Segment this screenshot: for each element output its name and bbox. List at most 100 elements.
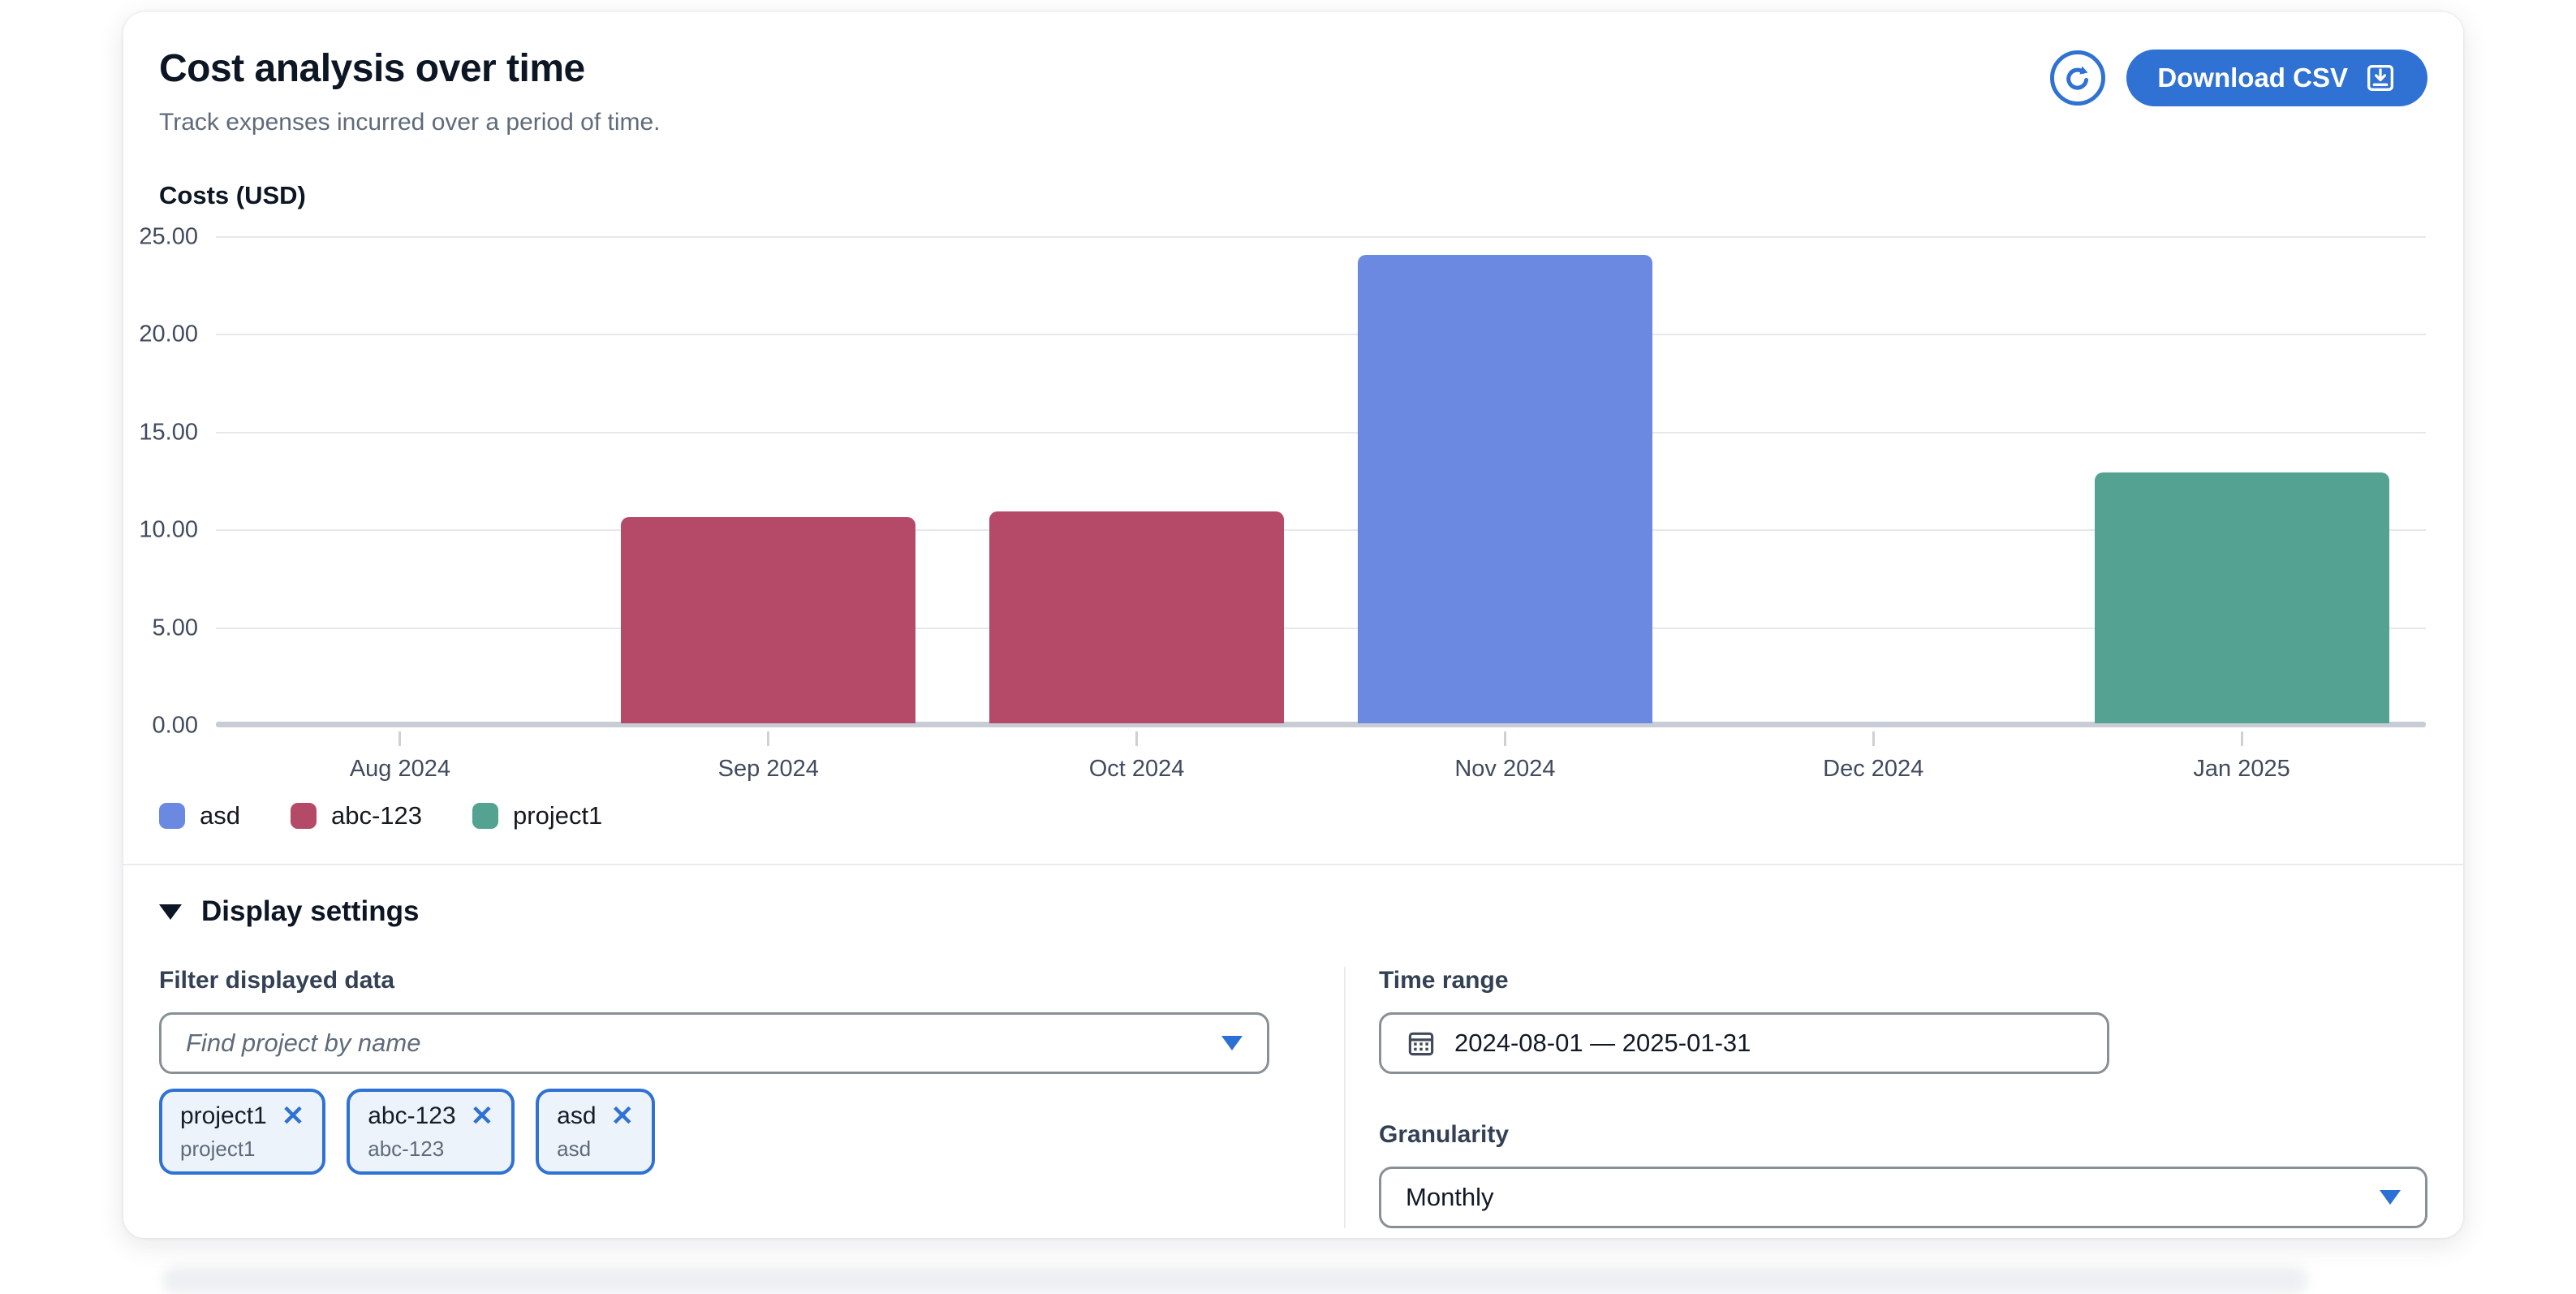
- filter-token-abc-123: abc-123 ✕ abc-123: [347, 1089, 515, 1175]
- header-actions: Download CSV: [2050, 50, 2427, 106]
- x-axis-tick-mark: [1135, 731, 1139, 746]
- x-axis-cell: Sep 2024: [584, 726, 953, 783]
- x-axis: Aug 2024 Sep 2024 Oct 2024 Nov 2024 Dec 2024…: [216, 726, 2426, 783]
- filter-token-dismiss-icon[interactable]: ✕: [470, 1101, 494, 1132]
- gridline: [216, 529, 2426, 532]
- granularity-value: Monthly: [1406, 1183, 1494, 1211]
- time-range-input[interactable]: 2024-08-01 — 2025-01-31: [1379, 1012, 2109, 1074]
- x-axis-tick-label: Sep 2024: [717, 756, 819, 782]
- legend-item-abc-123[interactable]: abc-123: [290, 801, 423, 830]
- filter-token-group: project1 ✕ project1 abc-123 ✕ abc-123 asd ✕ asd: [159, 1089, 1269, 1175]
- bar-asd-nov-2024[interactable]: [1357, 254, 1652, 723]
- filter-token-header: project1 ✕: [180, 1102, 304, 1130]
- filter-column: Filter displayed data Find project by na…: [159, 967, 1269, 1228]
- filter-token-sublabel: asd: [557, 1137, 592, 1161]
- gridline: [216, 236, 2426, 238]
- x-axis-tick-label: Dec 2024: [1823, 756, 1924, 782]
- x-axis-cell: Nov 2024: [1320, 726, 1689, 783]
- bar-abc-123-sep-2024[interactable]: [621, 517, 916, 723]
- calendar-icon: [1408, 1032, 1434, 1056]
- x-axis-tick-label: Jan 2025: [2193, 756, 2290, 782]
- bar-cell-dec-2024: [1689, 237, 2057, 723]
- bar-cell-oct-2024: [953, 237, 1321, 723]
- legend-label: abc-123: [330, 801, 423, 830]
- card-header: Cost analysis over time Track expenses i…: [159, 46, 2427, 136]
- filter-token-dismiss-icon[interactable]: ✕: [281, 1101, 305, 1132]
- filter-token-sublabel: project1: [180, 1137, 256, 1161]
- chart-title: Costs (USD): [159, 181, 306, 209]
- y-axis-tick-label: 0.00: [152, 712, 198, 739]
- y-axis-tick-label: 10.00: [139, 516, 198, 543]
- refresh-button[interactable]: [2050, 50, 2106, 106]
- bar-cell-sep-2024: [584, 237, 953, 723]
- filter-token-name: abc-123: [368, 1102, 456, 1129]
- x-axis-tick-label: Aug 2024: [349, 756, 450, 782]
- filter-token-header: abc-123 ✕: [368, 1102, 493, 1130]
- spacer: [1379, 1074, 2427, 1121]
- download-csv-label: Download CSV: [2157, 63, 2348, 93]
- y-axis-tick-label: 15.00: [139, 419, 198, 446]
- download-csv-button[interactable]: Download CSV: [2126, 50, 2427, 106]
- bar-abc-123-oct-2024[interactable]: [989, 511, 1285, 723]
- x-axis-cell: Aug 2024: [216, 726, 584, 783]
- time-settings-column: Time range 2024-08-01 — 2025-01-31 Granu…: [1379, 967, 2427, 1228]
- project-filter-input[interactable]: Find project by name: [159, 1012, 1269, 1074]
- dropdown-caret-icon: [1221, 1036, 1243, 1050]
- legend-swatch: [472, 803, 499, 829]
- x-axis-tick-mark: [2240, 731, 2243, 746]
- cost-bar-chart: 25.00 20.00 15.00 10.00 5.00 0.00 Aug 2024 Sep …: [139, 224, 2426, 782]
- display-settings-panel: Filter displayed data Find project by na…: [159, 967, 2427, 1228]
- next-card-edge: [162, 1266, 2308, 1294]
- legend-item-project1[interactable]: project1: [472, 801, 602, 830]
- x-axis-tick-label: Nov 2024: [1454, 756, 1556, 782]
- x-axis-baseline: [216, 722, 2426, 727]
- x-axis-tick-mark: [1872, 731, 1875, 746]
- filter-token-name: asd: [557, 1102, 597, 1129]
- bars-layer: [216, 237, 2426, 723]
- time-range-label: Time range: [1379, 967, 1509, 994]
- page-subtitle: Track expenses incurred over a period of…: [159, 109, 661, 136]
- granularity-select[interactable]: Monthly: [1379, 1167, 2427, 1228]
- legend-label: asd: [200, 801, 240, 830]
- y-axis-tick-label: 5.00: [152, 615, 198, 641]
- y-axis-tick-label: 25.00: [139, 223, 198, 250]
- filter-token-header: asd ✕: [557, 1102, 634, 1130]
- x-axis-tick-label: Oct 2024: [1088, 756, 1185, 782]
- page-title: Cost analysis over time: [159, 47, 585, 90]
- legend-swatch: [159, 803, 185, 829]
- collapse-caret-icon: [159, 904, 182, 920]
- gridline: [216, 431, 2426, 433]
- legend-swatch: [290, 803, 317, 829]
- display-settings-title: Display settings: [201, 895, 420, 927]
- x-axis-cell: Dec 2024: [1689, 726, 2057, 783]
- x-axis-cell: Oct 2024: [953, 726, 1321, 783]
- filter-token-asd: asd ✕ asd: [536, 1089, 656, 1175]
- x-axis-tick-mark: [398, 731, 402, 746]
- x-axis-tick-mark: [767, 731, 770, 746]
- granularity-label: Granularity: [1379, 1121, 1510, 1148]
- legend-item-asd[interactable]: asd: [159, 801, 240, 830]
- dropdown-caret-icon: [2380, 1190, 2401, 1205]
- legend-label: project1: [513, 801, 603, 830]
- time-range-value: 2024-08-01 — 2025-01-31: [1454, 1029, 1751, 1057]
- x-axis-cell: Jan 2025: [2057, 726, 2426, 783]
- y-axis-tick-label: 20.00: [139, 321, 198, 347]
- download-icon: [2367, 65, 2394, 92]
- filter-token-project1: project1 ✕ project1: [159, 1089, 326, 1175]
- bar-cell-nov-2024: [1320, 237, 1689, 723]
- display-settings-toggle[interactable]: Display settings: [159, 895, 419, 928]
- filter-token-sublabel: abc-123: [368, 1137, 445, 1161]
- x-axis-tick-mark: [1503, 731, 1506, 746]
- settings-vertical-divider: [1344, 967, 1346, 1228]
- cost-analysis-card: Cost analysis over time Track expenses i…: [123, 12, 2463, 1238]
- bar-cell-aug-2024: [216, 237, 584, 723]
- chart-legend: asd abc-123 project1: [159, 801, 602, 830]
- project-filter-placeholder: Find project by name: [186, 1029, 421, 1057]
- gridline: [216, 334, 2426, 336]
- refresh-icon: [2066, 66, 2089, 90]
- filter-token-name: project1: [180, 1102, 267, 1129]
- section-divider: [123, 864, 2463, 865]
- bar-project1-jan-2025[interactable]: [2094, 472, 2389, 723]
- filter-label: Filter displayed data: [159, 967, 395, 994]
- filter-token-dismiss-icon[interactable]: ✕: [610, 1101, 635, 1132]
